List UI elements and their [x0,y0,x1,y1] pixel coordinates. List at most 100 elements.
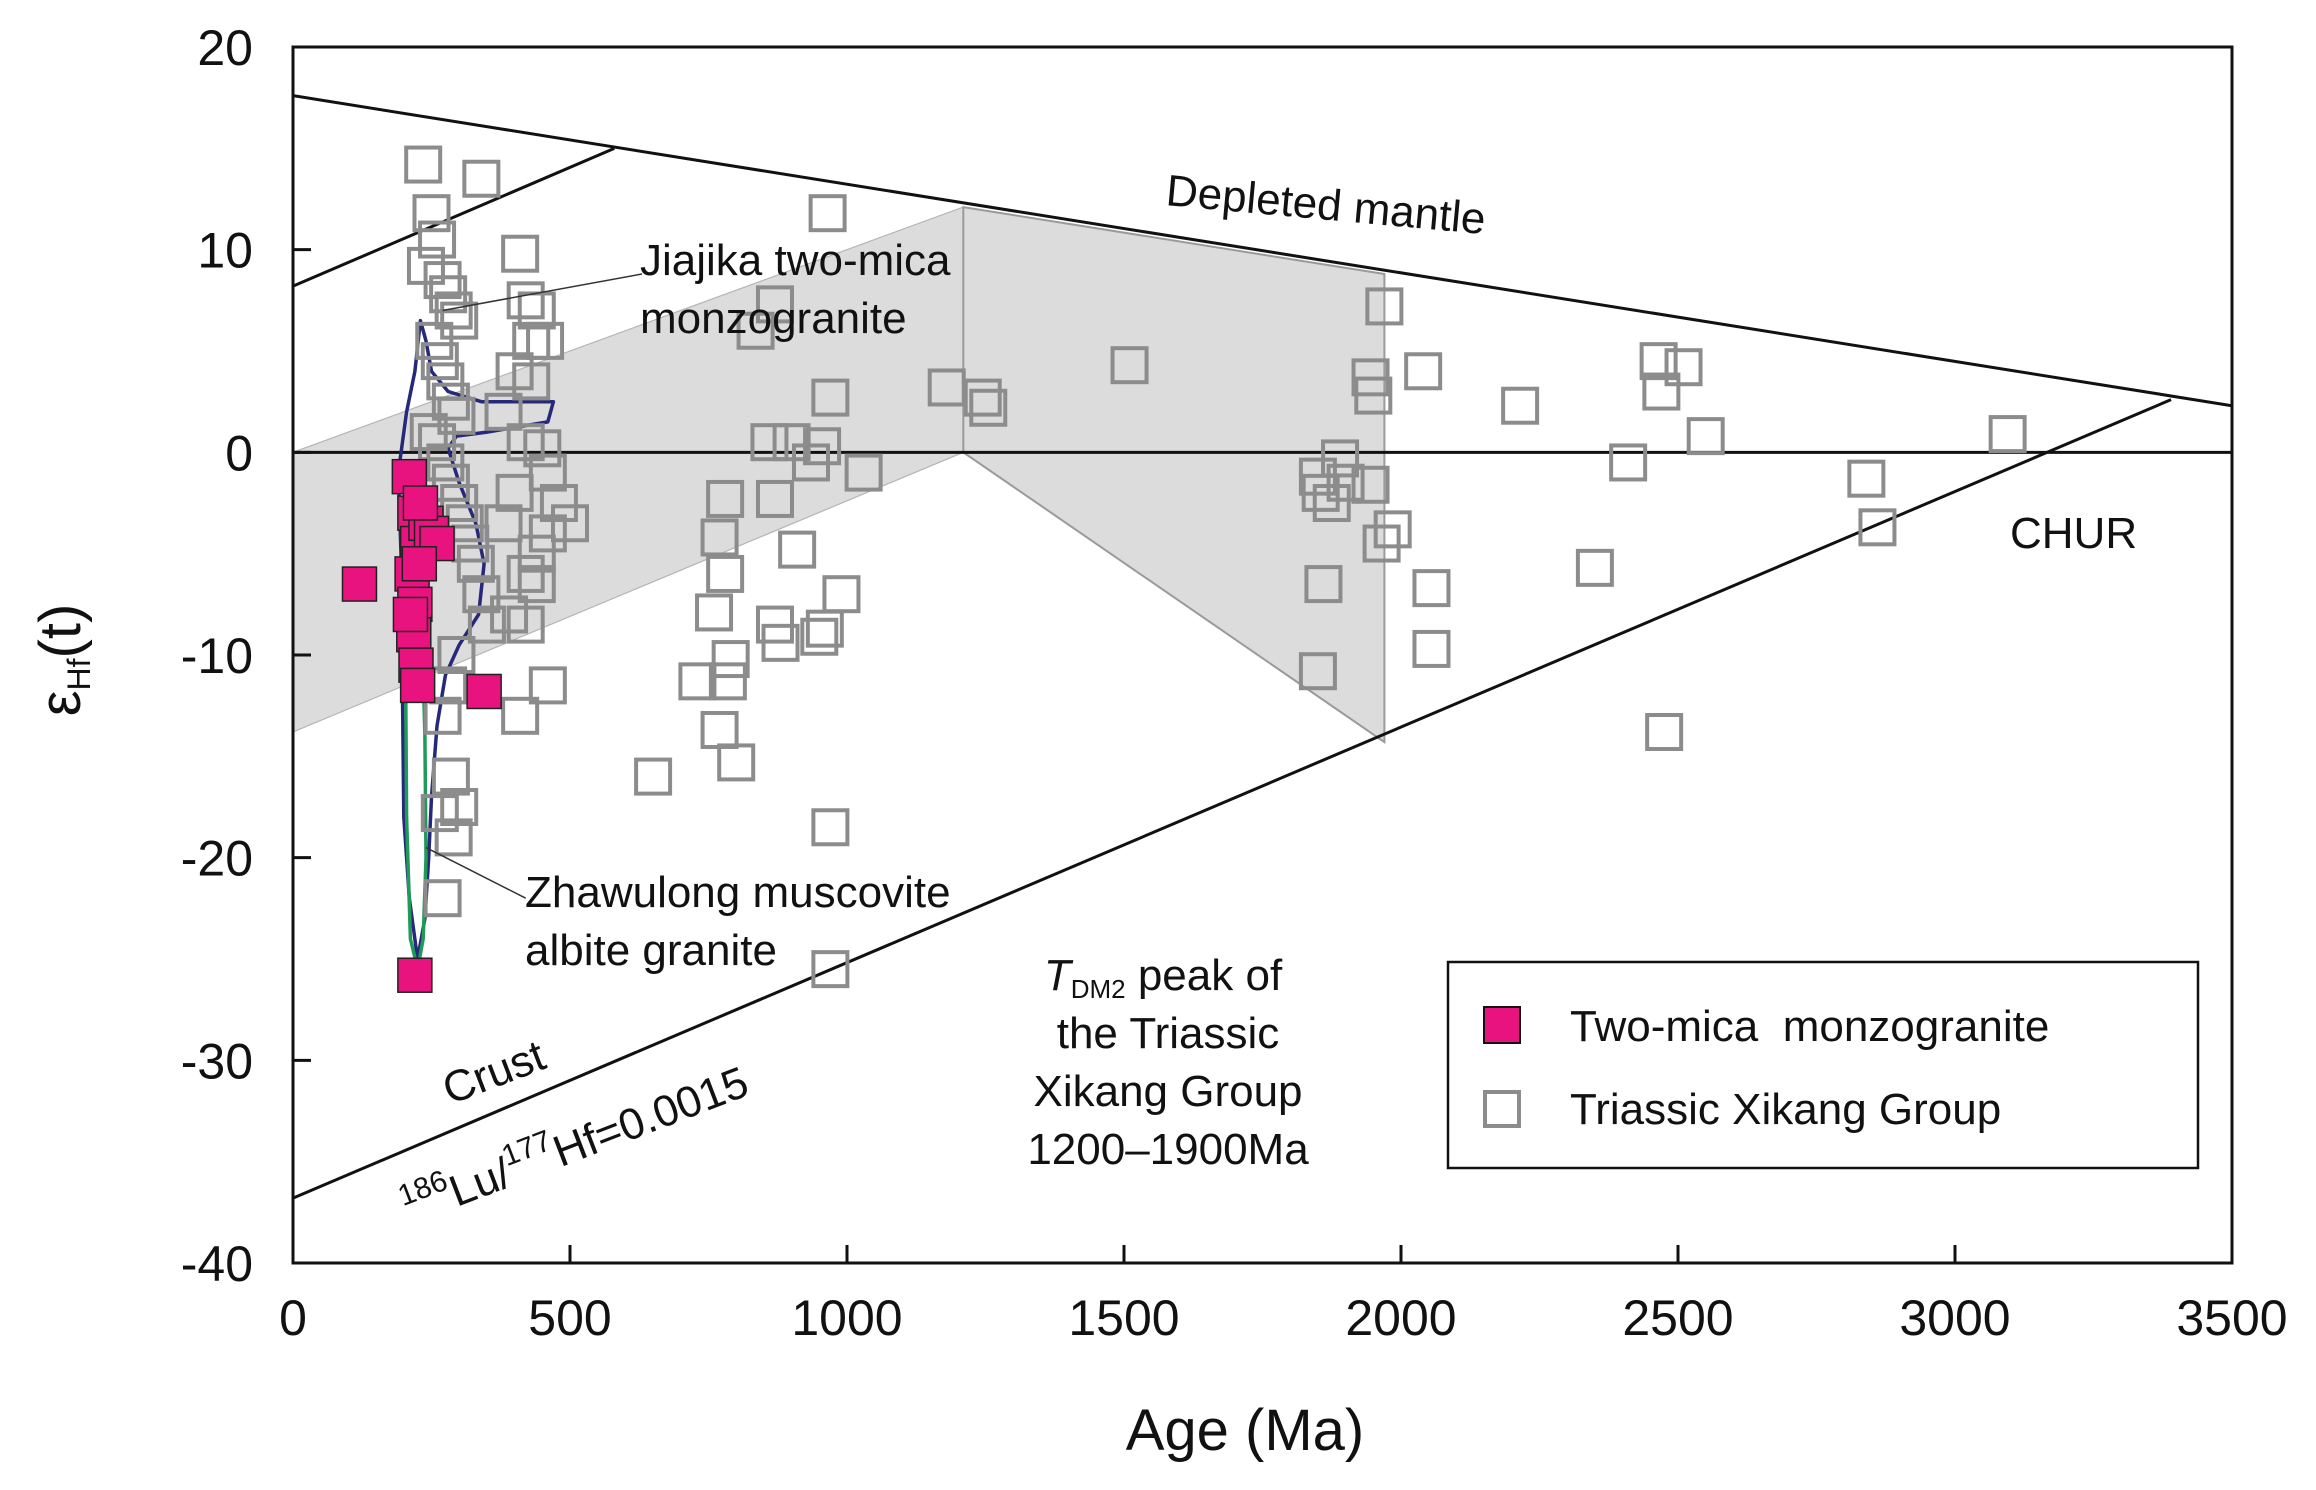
xikang-point-90 [1354,376,1393,415]
xikang-point-102 [1351,465,1390,504]
xikang-point-42 [528,453,567,492]
xikang-point-30 [423,879,462,918]
reference-line-3 [293,146,615,288]
xikang-points [404,145,2027,989]
reference-line-0 [293,94,2232,408]
xikang-point-23 [437,636,476,674]
xikang-point-41 [523,429,562,468]
xikang-point-22 [467,605,506,644]
xikang-point-62 [803,427,842,466]
xikang-point-32 [501,234,540,273]
xikang-point-47 [517,534,556,573]
y-tick-label-4: 0 [225,425,253,481]
y-tick-label-5: 10 [197,223,253,279]
two-mica-points [341,458,502,993]
xikang-point-66 [700,518,739,557]
y-axis-suffix: (t) [28,604,93,659]
x-tick-label-2: 1000 [791,1290,902,1346]
xikang-point-72 [805,609,844,648]
xikang-point-8 [415,321,454,360]
xikang-point-43 [495,473,534,512]
xikang-point-108 [1298,652,1337,691]
xikang-point-53 [528,666,567,705]
x-axis-label: Age (Ma) [1126,1398,1365,1463]
xikang-point-45 [528,514,567,553]
xikang-point-77 [708,662,747,701]
jiajika-label-line2: monzogranite [640,294,907,343]
xikang-point-99 [1326,463,1365,502]
xikang-point-111 [1858,508,1897,547]
xikang-point-105 [1412,569,1451,608]
tdm-symbol: T [1044,951,1074,1000]
tdm-label-line4: 1200–1900Ma [1027,1125,1309,1174]
xikang-point-88 [1404,352,1443,391]
y-axis-subscript: Hf [61,658,97,690]
legend-label-two-mica: Two-mica monzogranite [1570,1002,2049,1051]
depleted-mantle-label: Depleted mantle [1164,166,1488,244]
xikang-point-69 [822,575,861,614]
zhawulong-label-line1: Zhawulong muscovite [525,868,951,917]
legend: Two-mica monzogranite Triassic Xikang Gr… [1446,960,2200,1170]
tdm-subscript: DM2 [1071,974,1126,1004]
y-axis-symbol: ε [28,690,93,716]
legend-swatch-xikang [1483,1090,1521,1128]
x-tick-label-4: 2000 [1345,1290,1456,1346]
xikang-point-33 [506,281,545,320]
crust-label: Crust [436,1031,552,1114]
xikang-point-112 [1988,415,2027,454]
xikang-point-27 [440,788,479,826]
y-axis-label: εHf(t) [28,604,97,717]
xikang-point-76 [678,662,717,701]
xikang-point-85 [963,378,1002,417]
x-tick-label-3: 1500 [1068,1290,1179,1346]
xikang-point-50 [517,565,556,604]
xikang-point-7 [440,301,479,340]
xikang-point-93 [1664,348,1703,387]
jiajika-label-line1: Jiajika two-mica [640,236,951,285]
xikang-point-14 [418,423,457,462]
xikang-point-20 [456,544,495,583]
xikang-point-110 [1847,459,1886,498]
xikang-point-36 [526,321,565,360]
xikang-point-56 [755,285,794,324]
y-tick-label-2: -20 [181,831,253,887]
xikang-point-55 [808,194,847,233]
xikang-point-46 [484,504,523,543]
xikang-point-16 [431,463,470,502]
legend-label-xikang: Triassic Xikang Group [1570,1085,2001,1134]
callout-line-zhawulong [425,846,527,899]
xikang-point-81 [811,808,850,847]
xikang-point-75 [711,640,750,679]
two-mica-point-15 [466,673,502,710]
legend-swatch-two-mica [1483,1006,1521,1044]
xikang-point-39 [484,392,523,431]
two-mica-point-14 [401,546,438,582]
x-tick-label-5: 2500 [1622,1290,1733,1346]
x-tick-label-0: 0 [279,1290,307,1346]
xikang-point-92 [1639,342,1678,381]
xikang-point-4 [423,261,462,300]
xikang-point-44 [539,484,578,522]
xikang-point-74 [800,617,839,656]
xikang-point-113 [1645,713,1684,752]
tdm-label-line3: Xikang Group [1033,1067,1302,1116]
xikang-point-64 [706,479,745,518]
xikang-point-25 [423,696,462,735]
two-mica-point-12 [402,485,439,521]
xikang-point-9 [420,342,459,381]
xikang-point-103 [1373,510,1412,549]
xikang-point-38 [512,362,551,401]
xikang-point-78 [700,710,739,749]
xikang-point-49 [506,554,545,593]
xikang-point-87 [1365,287,1404,326]
xikang-point-107 [1412,629,1451,668]
xikang-point-31 [462,159,501,198]
two-mica-point-0 [341,566,378,602]
xikang-point-84 [927,368,966,407]
xikang-point-21 [462,575,501,614]
xikang-point-70 [695,593,734,632]
xikang-point-67 [706,554,745,593]
xikang-point-1 [412,194,451,233]
y-tick-label-3: -10 [181,628,253,684]
